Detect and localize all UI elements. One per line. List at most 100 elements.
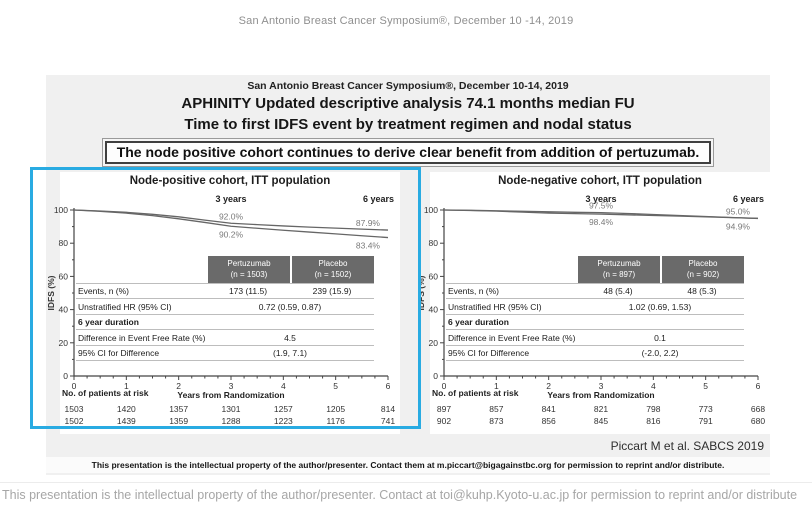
at-risk-value: 841 [542,404,556,414]
page-footer-disclaimer: This presentation is the intellectual pr… [0,482,812,502]
at-risk-value: 773 [699,404,713,414]
pct-annotation: 98.4% [589,217,614,227]
y-tick-label: 40 [429,305,439,315]
at-risk-value: 798 [646,404,660,414]
at-risk-value: 1176 [327,416,346,426]
x-tick-label: 4 [651,381,656,391]
stats-row-label: 95% CI for Difference [448,348,530,359]
stats-row: Unstratified HR (95% CI) 1.02 (0.69, 1.53… [446,298,744,314]
time-marker-3y: 3 years [585,194,616,204]
x-tick-label: 2 [546,381,551,391]
x-axis-label: Years from Randomization [177,390,284,400]
stats-header-spacer [76,256,206,283]
slide-title-line2: Time to first IDFS event by treatment re… [184,115,632,133]
at-risk-value: 1257 [274,404,293,414]
y-tick-label: 100 [424,205,438,215]
at-risk-value: 1205 [326,404,345,414]
at-risk-value: 1288 [222,416,241,426]
stats-row-label: Events, n (%) [78,286,130,297]
at-risk-value: 668 [751,404,765,414]
x-tick-label: 6 [756,381,761,391]
at-risk-value: 845 [594,416,608,426]
stats-row: 95% CI for Difference (1.9, 7.1) [76,344,374,362]
km-plot: 3 years 6 years 100 80 60 40 20 00 1 2 3 4 5 6 IDFS (%… [416,194,765,426]
stats-row: Difference in Event Free Rate (%) 4.5 [76,329,374,345]
time-marker-6y: 6 years [733,194,764,204]
stats-row-label: Events, n (%) [448,286,500,297]
at-risk-label: No. of patients at risk [62,388,149,398]
stats-row-value: 4.5 [284,332,296,343]
stats-row-value: 48 (5.4) [603,286,633,297]
at-risk-label: No. of patients at risk [432,388,519,398]
stats-row-value: 239 (15.9) [312,286,352,297]
y-tick-label: 60 [59,271,69,281]
treatment-column-header: Placebo (n = 902) [662,256,744,283]
y-tick-label: 20 [59,338,69,348]
at-risk-value: 1439 [117,416,136,426]
at-risk-value: 1503 [65,404,84,414]
x-tick-label: 3 [599,381,604,391]
y-tick-label: 40 [59,305,69,315]
pct-annotation: 83.4% [356,241,381,251]
at-risk-value: 902 [437,416,451,426]
x-tick-label: 6 [386,381,391,391]
at-risk-value: 680 [751,416,765,426]
at-risk-value: 816 [646,416,660,426]
stats-row-value: 48 (5.3) [687,286,717,297]
page-top-header: San Antonio Breast Cancer Symposium®, De… [238,15,574,27]
y-tick-label: 20 [429,338,439,348]
stats-row: Unstratified HR (95% CI) 0.72 (0.59, 0.87… [76,298,374,314]
at-risk-value: 856 [542,416,556,426]
stats-row: Events, n (%) 48 (5.4) 48 (5.3) [446,282,744,299]
x-tick-label: 1 [494,381,499,391]
presentation-slide: San Antonio Breast Cancer Symposium®, De… [46,75,770,475]
treatment-column-header: Placebo (n = 1502) [292,256,374,283]
chart-title: Node-negative cohort, ITT population [498,175,702,187]
pct-annotation: 90.2% [219,229,244,239]
pct-annotation: 94.9% [726,221,751,231]
at-risk-value: 1420 [117,404,136,414]
stats-row-label: Unstratified HR (95% CI) [78,301,172,312]
stats-table-header: Pertuzumab (n = 897) Placebo (n = 902) [446,256,744,283]
stats-table-header: Pertuzumab (n = 1503) Placebo (n = 1502) [76,256,374,283]
x-tick-label: 5 [703,381,708,391]
at-risk-value: 897 [437,404,451,414]
at-risk-value: 1357 [169,404,188,414]
treatment-column-header: Pertuzumab (n = 1503) [208,256,290,283]
at-risk-value: 791 [699,416,713,426]
at-risk-value: 1359 [169,416,188,426]
x-tick-label: 2 [176,381,181,391]
time-marker-3y: 3 years [215,194,246,204]
pct-annotation: 87.9% [356,218,381,228]
stats-row-label: Unstratified HR (95% CI) [448,301,542,312]
at-risk-value: 857 [489,404,503,414]
time-marker-6y: 6 years [363,194,394,204]
stats-row-label: 95% CI for Difference [78,348,160,359]
at-risk-value: 873 [489,416,503,426]
chart-panel: Node-negative cohort, ITT population 3 y… [416,172,770,434]
at-risk-value: 741 [381,416,395,426]
stats-row-label: Difference in Event Free Rate (%) [448,332,576,343]
y-tick-label: 100 [54,205,68,215]
citation-text: Piccart M et al. SABCS 2019 [610,439,764,453]
y-tick-label: 80 [429,238,439,248]
at-risk-value: 1223 [274,416,293,426]
pct-annotation: 95.0% [726,206,751,216]
stats-row-value: 0.1 [654,332,666,343]
stats-table: Pertuzumab (n = 1503) Placebo (n = 1502) Eve… [76,256,374,362]
y-tick-label: 80 [59,238,69,248]
stats-row-label: 6 year duration [78,317,139,328]
km-curve [443,209,759,220]
stats-row-value: (1.9, 7.1) [272,348,308,359]
stats-row: Events, n (%) 173 (11.5) 239 (15.9) [76,282,374,299]
km-curve [73,209,389,239]
slide-title-line1: APHINITY Updated descriptive analysis 74… [181,95,635,112]
x-tick-label: 5 [333,381,338,391]
stats-table: Pertuzumab (n = 897) Placebo (n = 902) Event… [446,256,744,362]
pct-annotation: 97.5% [589,201,614,211]
x-tick-label: 0 [442,381,447,391]
at-risk-value: 1502 [65,416,84,426]
treatment-column-header: Pertuzumab (n = 897) [578,256,660,283]
stats-row: Difference in Event Free Rate (%) 0.1 [446,329,744,345]
